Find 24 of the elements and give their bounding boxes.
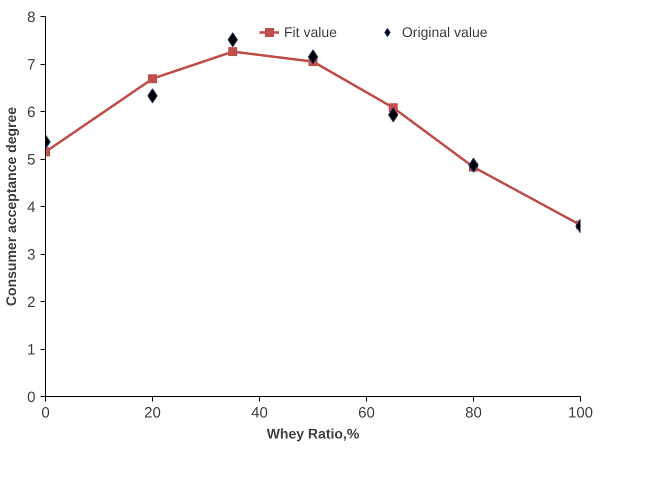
x-tick-label: 80 xyxy=(465,404,482,422)
y-tick-label: 8 xyxy=(27,9,36,26)
legend-label: Fit value xyxy=(284,24,337,40)
y-tick-label: 1 xyxy=(27,342,36,358)
point xyxy=(228,47,238,56)
y-tick-label: 6 xyxy=(27,104,36,121)
point xyxy=(308,49,318,64)
y-tick-label: 3 xyxy=(27,246,36,264)
point xyxy=(468,158,479,173)
x-tick-label: 100 xyxy=(568,404,594,422)
y-axis-title: Consumer acceptance degree xyxy=(3,106,20,306)
x-tick-label: 0 xyxy=(41,404,50,422)
x-axis-title: Whey Ratio,% xyxy=(266,426,360,442)
y-tick-label: 5 xyxy=(27,152,36,168)
x-tick-label: 60 xyxy=(358,404,375,422)
point xyxy=(147,88,158,104)
y-tick-label: 4 xyxy=(27,199,36,216)
legend-label: Original value xyxy=(402,24,488,40)
y-tick-label: 0 xyxy=(27,389,36,406)
y-tick-label: 2 xyxy=(27,294,36,311)
x-tick-label: 20 xyxy=(144,404,161,422)
point xyxy=(148,74,157,84)
y-tick-label: 7 xyxy=(27,56,36,74)
x-tick-label: 40 xyxy=(251,404,268,422)
